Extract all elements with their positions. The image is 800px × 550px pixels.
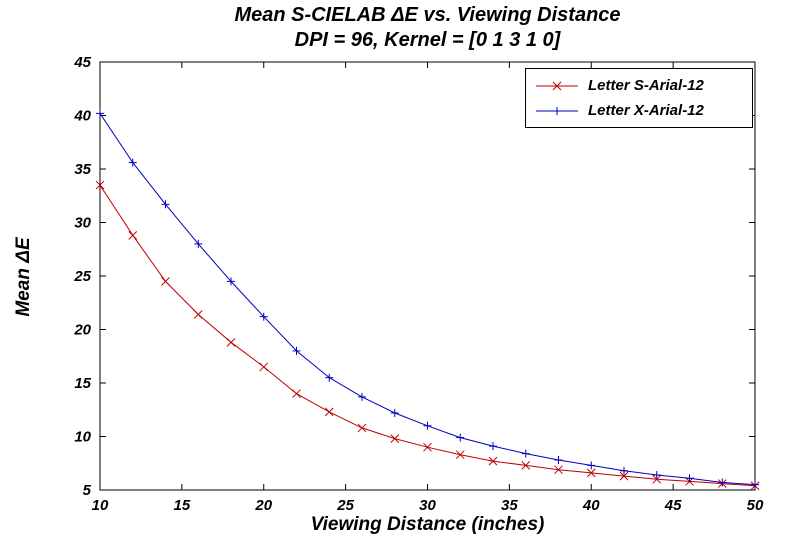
svg-text:25: 25 [336,497,354,514]
legend-marker-x-icon [536,81,578,90]
series-line [99,184,756,487]
svg-text:45: 45 [664,497,682,514]
svg-text:10: 10 [74,429,91,446]
chart-title: Mean S-CIELAB ΔE vs. Viewing Distance [234,4,621,26]
legend-label: Letter S-Arial-12 [588,77,704,94]
legend-entry: Letter S-Arial-12 [526,73,752,98]
chart-subtitle: DPI = 96, Kernel = [0 1 3 1 0] [294,29,561,51]
legend-marker-+-icon [536,106,578,115]
svg-text:20: 20 [73,322,91,339]
svg-text:50: 50 [747,497,764,514]
svg-text:15: 15 [174,497,191,514]
svg-text:25: 25 [73,268,91,285]
svg-text:20: 20 [254,497,272,514]
svg-text:5: 5 [83,482,92,499]
y-ticks: 5 10 15 20 25 30 35 40 45 [73,54,755,499]
svg-text:10: 10 [92,497,109,514]
svg-text:40: 40 [73,108,91,125]
legend: Letter S-Arial-12 Letter X-Arial-12 [525,68,753,128]
svg-text:40: 40 [582,497,600,514]
x-axis-label: Viewing Distance (inches) [310,514,545,535]
svg-text:35: 35 [501,497,518,514]
series-x-arial [96,109,759,489]
svg-text:35: 35 [74,161,91,178]
x-ticks: 10 15 20 25 30 35 40 45 50 [92,62,764,514]
legend-entry: Letter X-Arial-12 [526,98,752,123]
legend-label: Letter X-Arial-12 [588,102,704,119]
svg-text:15: 15 [74,375,91,392]
svg-text:30: 30 [74,215,91,232]
series-s-arial [95,180,760,491]
svg-text:30: 30 [419,497,436,514]
svg-text:45: 45 [73,54,91,71]
